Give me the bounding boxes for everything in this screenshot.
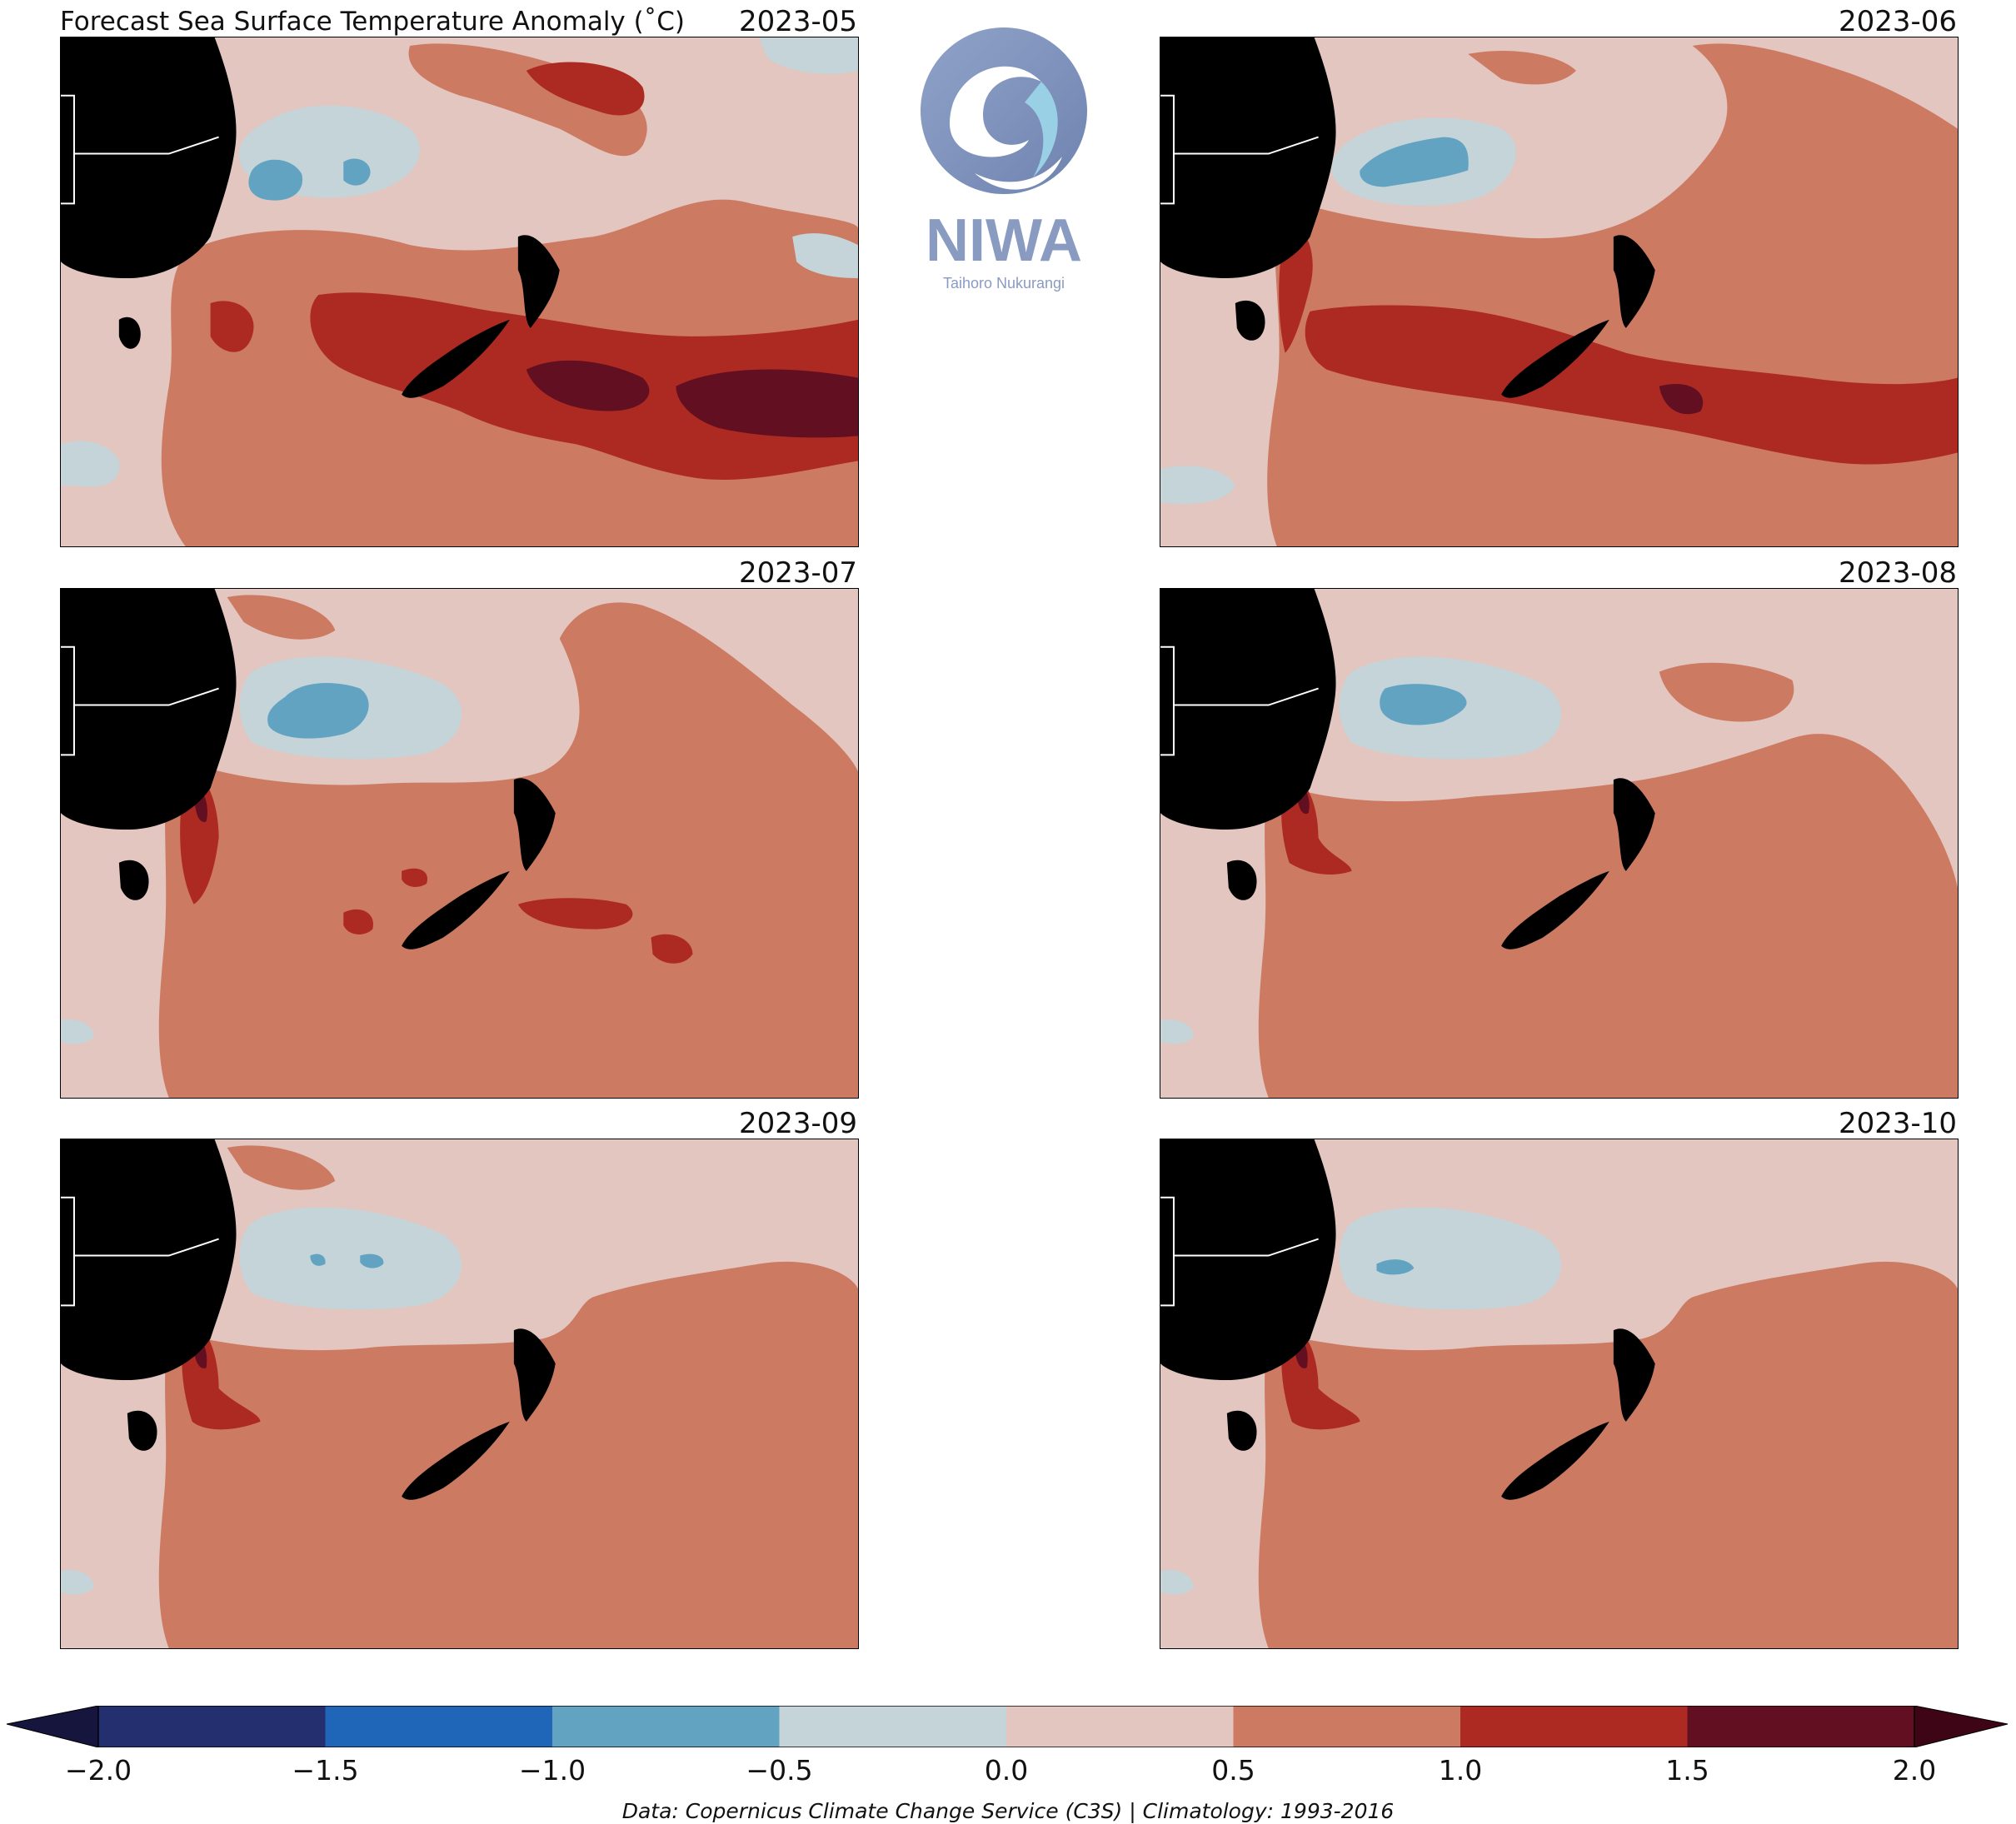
colorbar-segment xyxy=(325,1706,553,1747)
svg-text:Taihoro Nukurangi: Taihoro Nukurangi xyxy=(943,275,1065,292)
colorbar-segment xyxy=(552,1706,780,1747)
panel-label-2023-09: 2023-09 xyxy=(738,1107,857,1140)
panel-label-2023-06: 2023-06 xyxy=(1838,5,1957,38)
colorbar-tick: 0.0 xyxy=(984,1754,1029,1787)
colorbar xyxy=(6,1706,2009,1747)
niwa-logo: NIWA Taihoro Nukurangi xyxy=(916,23,1091,298)
colorbar-tick: −1.0 xyxy=(518,1754,586,1787)
colorbar-segment xyxy=(1460,1706,1688,1747)
colorbar-tick: 1.0 xyxy=(1438,1754,1483,1787)
figure-title: Forecast Sea Surface Temperature Anomaly… xyxy=(60,7,685,37)
svg-text:NIWA: NIWA xyxy=(926,207,1082,274)
panel-label-2023-10: 2023-10 xyxy=(1838,1107,1957,1140)
colorbar-segment xyxy=(779,1706,1007,1747)
panel-label-2023-08: 2023-08 xyxy=(1838,556,1957,590)
map-panel-2023-10 xyxy=(1160,1139,1959,1649)
colorbar-tick: −2.0 xyxy=(64,1754,132,1787)
colorbar-segment xyxy=(1006,1706,1234,1747)
panel-label-2023-07: 2023-07 xyxy=(738,556,857,590)
colorbar-tick: −1.5 xyxy=(292,1754,359,1787)
panel-label-2023-05: 2023-05 xyxy=(738,5,857,38)
colorbar-segment xyxy=(98,1706,326,1747)
map-panel-2023-06 xyxy=(1160,37,1959,547)
colorbar-over-arrow xyxy=(1914,1706,2009,1747)
map-panel-2023-07 xyxy=(60,588,859,1099)
colorbar-under-arrow xyxy=(6,1706,99,1747)
colorbar-tick: 1.5 xyxy=(1665,1754,1709,1787)
colorbar-tick: −0.5 xyxy=(746,1754,813,1787)
map-panel-2023-09 xyxy=(60,1139,859,1649)
colorbar-segment xyxy=(1233,1706,1461,1747)
colorbar-segment xyxy=(1687,1706,1915,1747)
map-panel-2023-05 xyxy=(60,37,859,547)
colorbar-tick: 2.0 xyxy=(1892,1754,1937,1787)
data-credit: Data: Copernicus Climate Change Service … xyxy=(621,1799,1395,1823)
map-panel-2023-08 xyxy=(1160,588,1959,1099)
colorbar-tick: 0.5 xyxy=(1211,1754,1255,1787)
